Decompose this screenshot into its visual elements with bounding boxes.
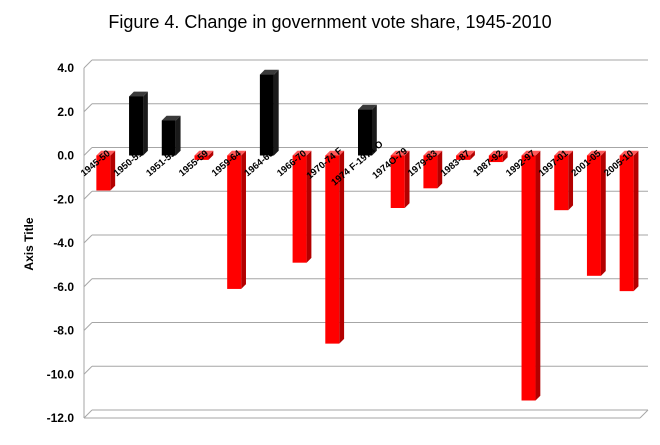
bar — [227, 150, 246, 289]
bar-side — [633, 150, 639, 292]
y-tick-label: 4.0 — [57, 61, 74, 75]
bar — [521, 150, 541, 401]
bar — [423, 150, 443, 189]
y-axis-title: Axis Title — [22, 217, 36, 270]
gridline-depth — [83, 147, 93, 156]
bar-front — [129, 96, 144, 156]
bar-top — [259, 69, 279, 75]
bar-top — [554, 150, 574, 156]
bar-front — [586, 155, 601, 276]
bar — [488, 150, 508, 163]
x-tick-label: 1983-87 — [439, 148, 473, 179]
bar-top — [194, 150, 214, 156]
y-tick-label: -10.0 — [47, 367, 75, 381]
y-tick-label: -6.0 — [53, 280, 74, 294]
bar-side — [339, 150, 345, 344]
bar-side — [110, 150, 116, 191]
bar — [619, 150, 639, 292]
gridline-depth — [83, 365, 93, 375]
bar-side — [404, 150, 410, 208]
bar-top — [96, 150, 116, 156]
bar-side — [535, 150, 541, 401]
bar-top — [586, 150, 606, 156]
bar-top — [161, 115, 181, 121]
bar — [390, 150, 410, 208]
bar-side — [208, 150, 214, 160]
bar-side — [372, 104, 377, 156]
bar-front — [619, 155, 634, 292]
bar-top — [521, 150, 541, 156]
bar-front — [96, 155, 111, 191]
x-tick-label: 1987-92 — [471, 148, 505, 179]
bar-front — [292, 155, 307, 263]
bar — [96, 150, 116, 191]
gridline-depth — [83, 103, 93, 113]
bar-side — [568, 150, 574, 211]
bar-front — [325, 155, 340, 344]
bar-side — [241, 150, 246, 289]
bar — [259, 69, 279, 156]
bar-top — [423, 150, 443, 156]
bar-top — [129, 91, 148, 97]
bar-side — [437, 150, 443, 189]
bar — [456, 150, 475, 160]
bar-side — [306, 150, 312, 263]
bar — [161, 115, 181, 156]
bar-side — [143, 91, 148, 156]
bar-front — [456, 155, 471, 160]
y-tick-label: -12.0 — [47, 411, 75, 425]
floor-edge-depth — [639, 409, 649, 419]
bar-front — [521, 155, 536, 401]
bar — [358, 104, 377, 156]
bar-front — [161, 120, 176, 156]
bar-top — [390, 150, 410, 156]
bar-side — [470, 150, 475, 160]
x-tick-label: 1964-66 — [242, 148, 276, 179]
bar-front — [423, 155, 438, 189]
bar-front — [358, 109, 372, 156]
y-tick-label: -4.0 — [53, 236, 74, 250]
bar-front — [194, 155, 209, 160]
x-tick-label: 1950-51 — [112, 148, 146, 179]
bar-top — [488, 150, 508, 156]
chart-title: Figure 4. Change in government vote shar… — [108, 12, 551, 32]
y-tick-label: 2.0 — [57, 105, 74, 119]
x-tick-label: 1951-55 — [144, 148, 178, 179]
y-tick-label: -2.0 — [53, 192, 74, 206]
gridline-depth — [83, 322, 93, 331]
bar-front — [227, 155, 242, 289]
y-tick-label: 0.0 — [57, 149, 74, 163]
bar — [194, 150, 214, 160]
gridline-depth — [83, 190, 93, 200]
bar-side — [502, 150, 508, 163]
bar — [129, 91, 148, 156]
bars — [96, 69, 639, 401]
bar-top — [358, 104, 377, 110]
bar-side — [273, 69, 279, 156]
bar-side — [600, 150, 606, 276]
bar — [554, 150, 574, 211]
gridline-depth — [83, 59, 93, 69]
gridline-depth — [83, 234, 93, 244]
bar-front — [554, 155, 569, 211]
bar-top — [456, 150, 475, 156]
x-tick-label: 1955-59 — [177, 148, 211, 179]
bar — [325, 150, 345, 344]
gridline-depth — [83, 278, 93, 288]
bar-front — [390, 155, 405, 208]
bar-side — [175, 115, 181, 156]
bar-top — [619, 150, 639, 156]
y-tick-label: -8.0 — [53, 324, 74, 338]
y-axis-ticks: 4.0 2.0 0.0 -2.0 -4.0 -6.0 -8.0 -10.0 -12.0 — [47, 61, 75, 425]
bar-top — [227, 150, 246, 156]
bar-top — [325, 150, 345, 156]
bar-top — [292, 150, 312, 156]
bar-front — [488, 155, 503, 163]
bar — [586, 150, 606, 276]
gridline-depth — [83, 409, 93, 419]
bar — [292, 150, 312, 263]
bar-front — [259, 74, 274, 156]
